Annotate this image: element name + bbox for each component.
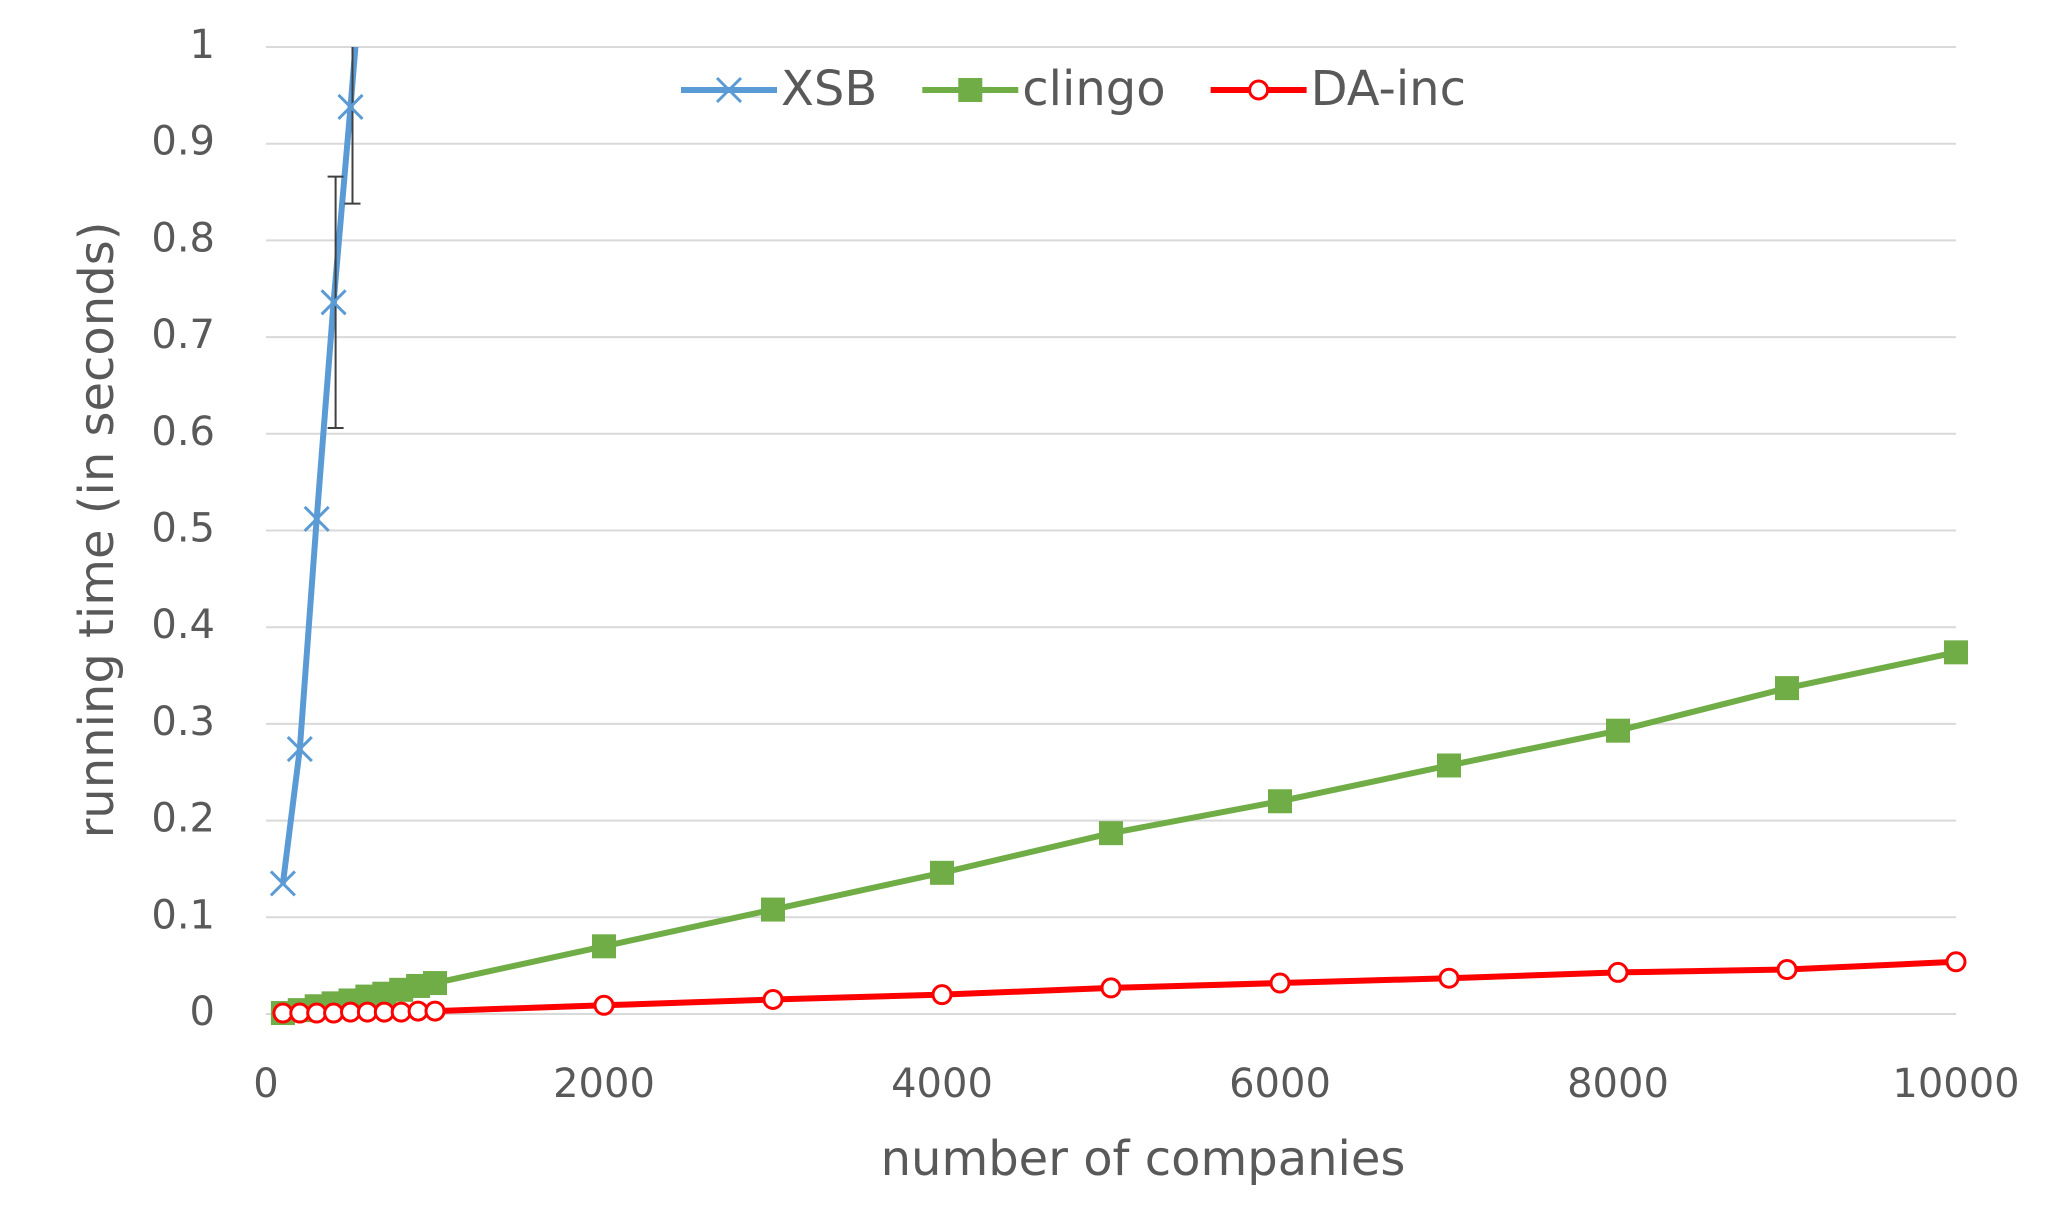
marker <box>390 1001 412 1023</box>
legend-label: XSB <box>781 61 877 117</box>
marker <box>1269 972 1291 994</box>
marker <box>373 1001 395 1023</box>
marker <box>1437 753 1461 778</box>
legend-label: DA-inc <box>1311 61 1466 117</box>
marker <box>269 870 296 897</box>
marker <box>356 1001 378 1023</box>
grid: 0 0.1 0.2 0.3 0.4 0.5 0.6 0.7 0.8 0.9 1 0 2000 4000 60… <box>151 22 2019 1107</box>
marker <box>1438 967 1460 989</box>
series-line <box>279 47 359 884</box>
x-tick-label: 4000 <box>891 1061 993 1107</box>
marker <box>323 1002 345 1024</box>
marker <box>337 93 364 121</box>
marker <box>272 1002 294 1024</box>
marker <box>340 1001 361 1023</box>
marker <box>423 971 447 996</box>
legend-marker <box>958 78 983 102</box>
x-tick-label: 2000 <box>553 1061 655 1107</box>
marker <box>930 860 954 885</box>
marker <box>1268 789 1292 814</box>
marker <box>1944 640 1968 665</box>
marker <box>762 988 784 1010</box>
x-tick-label: 10000 <box>1892 1061 2019 1107</box>
y-tick-label: 0.1 <box>151 892 215 938</box>
y-tick-label: 0.9 <box>151 119 215 165</box>
marker <box>407 1000 429 1022</box>
marker <box>424 1000 446 1022</box>
marker <box>1776 959 1798 981</box>
x-axis-title: number of companies <box>881 1131 1406 1187</box>
y-tick-label: 0.7 <box>151 312 215 358</box>
x-tick-label: 8000 <box>1567 1061 1669 1107</box>
y-tick-label: 0.6 <box>151 409 215 455</box>
plot-area <box>269 47 1968 1026</box>
marker <box>1100 977 1122 999</box>
y-tick-label: 0.3 <box>151 699 215 745</box>
marker <box>289 1002 311 1024</box>
y-tick-label: 0.2 <box>151 796 215 842</box>
marker <box>286 735 313 763</box>
marker <box>306 1002 328 1024</box>
y-tick-label: 0.4 <box>151 602 215 648</box>
marker <box>931 984 953 1006</box>
marker <box>1099 821 1123 846</box>
marker <box>1775 676 1799 701</box>
y-axis-title: running time (in seconds) <box>69 222 125 839</box>
y-tick-label: 1 <box>190 22 215 68</box>
marker <box>593 994 615 1016</box>
marker <box>303 505 330 532</box>
legend-marker <box>1248 79 1270 101</box>
legend-marker <box>715 76 743 104</box>
marker <box>1607 961 1629 983</box>
x-tick-label: 6000 <box>1229 1061 1331 1107</box>
y-tick-label: 0.5 <box>151 506 215 552</box>
marker <box>761 897 785 922</box>
legend-label: clingo <box>1022 61 1165 117</box>
marker <box>1945 951 1967 973</box>
marker <box>1606 718 1630 743</box>
y-tick-label: 0.8 <box>151 215 215 261</box>
y-tick-label: 0 <box>190 989 215 1035</box>
legend: XSB clingo DA-inc <box>681 61 1466 117</box>
marker <box>320 289 347 316</box>
x-tick-label: 0 <box>253 1061 278 1107</box>
marker <box>592 934 616 959</box>
